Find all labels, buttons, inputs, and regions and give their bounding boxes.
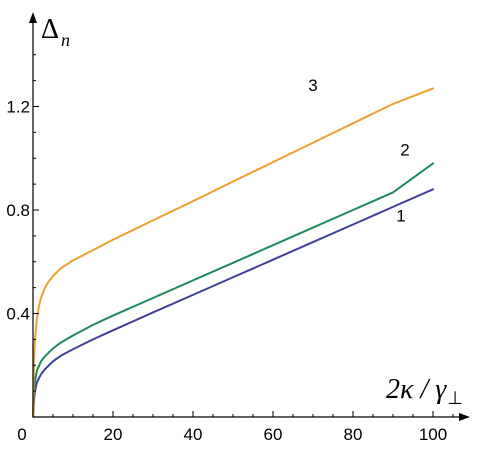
- x-tick-label: 0: [17, 425, 26, 444]
- axes-layer: [29, 12, 470, 421]
- series-2-label: 2: [400, 141, 409, 160]
- ticks-layer: [32, 54, 454, 417]
- y-tick-label: 1.2: [6, 98, 30, 117]
- x-axis-title: 2κ / γ⊥: [386, 374, 463, 408]
- series-1-label: 1: [396, 207, 405, 226]
- curves-layer: [32, 87, 434, 418]
- y-axis-title-sub: n: [61, 30, 70, 50]
- labels-layer: 1 2 3 0 20 40 60 80 100 0.4 0.8 1.2 Δ n 2κ / γ⊥: [6, 14, 463, 444]
- x-axis-arrow: [459, 413, 470, 421]
- x-axis-title-main: 2κ / γ: [386, 374, 447, 405]
- x-tick-label: 60: [264, 425, 283, 444]
- x-tick-label: 20: [104, 425, 123, 444]
- x-tick-label: 40: [184, 425, 203, 444]
- x-axis-title-sub: ⊥: [447, 388, 463, 408]
- y-axis-title-main: Δ: [41, 14, 59, 45]
- x-tick-label: 100: [419, 425, 447, 444]
- y-axis-arrow: [29, 12, 37, 23]
- series-3-label: 3: [308, 76, 317, 95]
- series-2-line: [32, 162, 434, 418]
- y-tick-label: 0.8: [6, 201, 30, 220]
- series-3-line: [32, 87, 434, 418]
- y-tick-label: 0.4: [6, 305, 30, 324]
- x-tick-label: 80: [344, 425, 363, 444]
- series-1-line: [32, 188, 434, 418]
